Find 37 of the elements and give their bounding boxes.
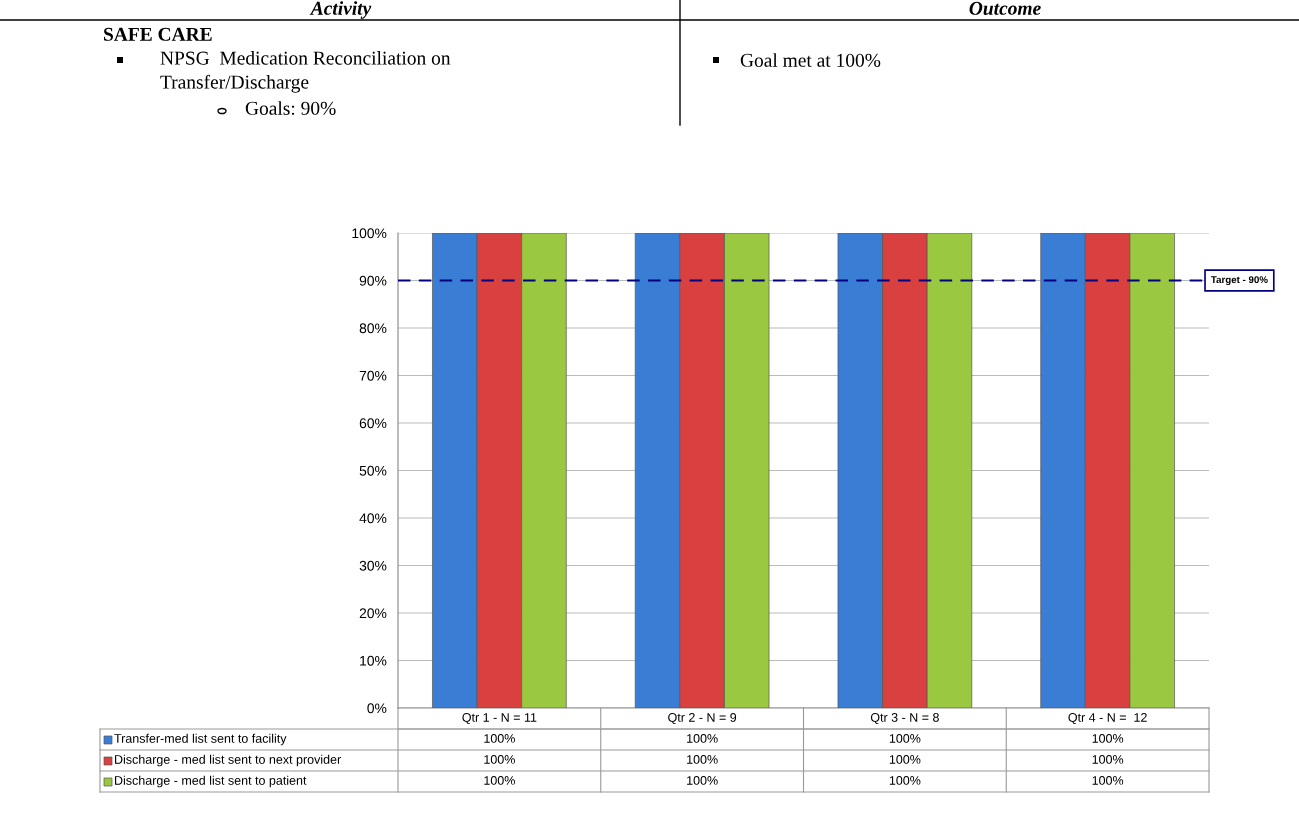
y-tick-label: 80% [359,323,387,334]
text: NPSG Medication Reconciliation on Transfer/Discharge [160,51,451,93]
ref-line-label: Target - 90% [1210,276,1268,286]
text: SAFE CARE [104,27,212,41]
y-tick-label: 70% [359,370,387,381]
y-tick-label: 20% [359,608,387,619]
data-label: 100% [1092,734,1124,743]
data-label: 100% [687,755,718,764]
data-label: 100% [687,776,718,785]
y-tick-label: 0% [367,703,387,714]
y-tick-label: 90% [359,275,387,286]
legend-label: Discharge - med list sent to patient [115,775,307,788]
x-tick-label: Qtr 2 - N = 9 [668,713,737,725]
y-tick-label: 40% [359,513,387,524]
data-label: 100% [484,734,515,743]
y-tick-label: 30% [359,560,387,571]
legend-label: Discharge - med list sent to next provider [115,754,341,767]
data-label: 100% [889,734,921,743]
text: Goal met at 100% [740,53,881,67]
x-tick-label: Qtr 3 - N = 8 [870,713,939,725]
y-tick-label: 10% [360,655,387,666]
data-label: 100% [687,734,718,743]
x-tick-label: Qtr 4 - N = 12 [1068,713,1147,725]
text: Goals: 90% [245,101,336,115]
data-label: 100% [889,755,921,764]
y-tick-label: 100% [352,228,387,239]
data-label: 100% [1092,776,1124,785]
y-tick-label: 50% [359,465,387,476]
text: Outcome [969,1,1041,15]
legend-label: Transfer-med list sent to facility [114,733,287,746]
y-tick-label: 60% [359,418,387,429]
data-label: 100% [1092,755,1124,764]
text: Activity [309,1,372,19]
x-tick-label: Qtr 1 - N = 11 [462,713,537,725]
data-label: 100% [889,776,921,785]
data-label: 100% [484,755,515,764]
data-label: 100% [484,776,515,785]
